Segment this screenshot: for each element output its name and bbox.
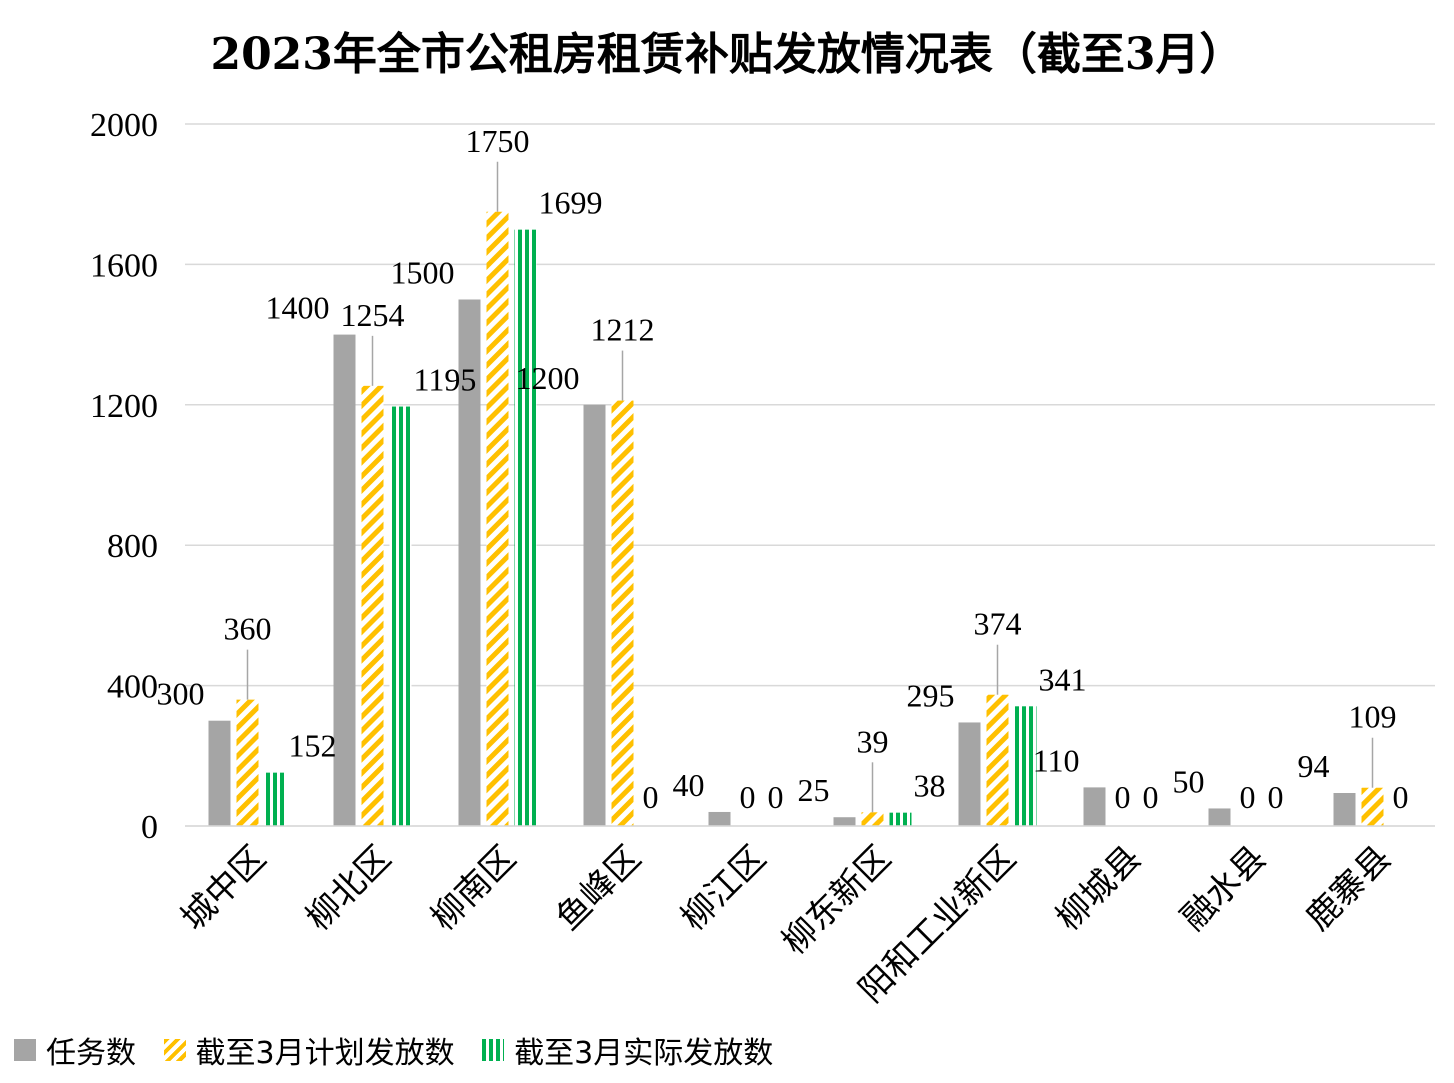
bar-planned [1361,787,1384,826]
y-tick-label: 800 [107,528,158,565]
data-label-task: 40 [673,767,705,803]
data-label-task: 1500 [391,255,455,291]
x-tick-label: 柳南区 [423,838,523,938]
data-label-actual: 0 [1393,779,1409,815]
y-tick-label: 1600 [90,247,158,284]
data-label-actual: 0 [768,779,784,815]
data-label-planned: 0 [1240,779,1256,815]
bar-actual [514,229,537,826]
data-label-actual: 0 [1268,779,1284,815]
legend-item-task: 任务数 [14,1028,136,1072]
bar-planned [861,812,884,826]
x-tick-label: 柳北区 [298,838,398,938]
bar-task [333,334,356,826]
bar-task [958,722,981,826]
data-label-task: 295 [907,677,955,713]
legend-item-actual: 截至3月实际发放数 [482,1028,773,1072]
data-label-actual: 1195 [414,362,477,398]
legend-label-actual: 截至3月实际发放数 [514,1036,774,1071]
data-label-planned: 109 [1349,699,1397,735]
x-tick-label: 鹿寨县 [1298,838,1398,938]
y-tick-label: 1200 [90,388,158,425]
data-label-planned: 1750 [466,123,530,159]
data-label-planned: 374 [974,606,1022,642]
data-label-task: 25 [798,772,830,808]
x-tick-label: 融水县 [1173,838,1273,938]
bar-task [708,811,731,826]
legend-label-planned: 截至3月计划发放数 [195,1036,455,1071]
bar-task [833,817,856,826]
data-label-task: 50 [1173,763,1205,799]
data-label-task: 94 [1298,748,1330,784]
y-tick-label: 2000 [90,107,158,144]
data-label-task: 1400 [266,290,330,326]
legend-swatch-planned [163,1039,186,1061]
bar-task [583,404,606,826]
data-label-actual: 1699 [539,185,603,221]
bar-planned [361,385,384,826]
legend-item-planned: 截至3月计划发放数 [163,1028,455,1072]
data-label-actual: 0 [1143,779,1159,815]
data-label-actual: 38 [914,768,946,804]
data-label-task: 1200 [516,360,580,396]
data-label-task: 110 [1033,742,1080,778]
y-tick-label: 400 [107,669,158,706]
bar-task [458,299,481,826]
chart-title: 2023年全市公租房租赁补贴发放情况表（截至3月） [210,29,1244,80]
x-tick-label: 柳城县 [1048,838,1148,938]
bar-planned [611,400,634,826]
legend-swatch-task [14,1039,36,1061]
bar-task [1083,787,1106,826]
data-label-actual: 341 [1039,661,1087,697]
legend-label-task: 任务数 [46,1036,136,1071]
data-label-planned: 0 [740,779,756,815]
x-tick-label: 鱼峰区 [548,838,648,938]
y-axis: 0 400 800 1200 1600 2000 [90,107,158,846]
x-tick-label: 城中区 [173,838,273,938]
data-label-planned: 1254 [341,297,405,333]
data-label-actual: 152 [289,728,337,764]
data-label-actual: 0 [643,779,659,815]
bar-actual [389,406,412,826]
data-label-planned: 39 [857,723,889,759]
bar-planned [986,694,1009,826]
data-label-task: 300 [157,676,205,712]
data-label-planned: 0 [1115,779,1131,815]
bar-task [208,720,231,826]
bar-planned [486,211,509,826]
bars [208,211,1384,826]
legend: 任务数 截至3月计划发放数 截至3月实际发放数 [14,1028,791,1072]
y-tick-label: 0 [141,809,158,846]
bar-task [1333,793,1356,826]
data-label-planned: 1212 [591,312,655,348]
x-tick-label: 柳江区 [673,838,773,938]
data-label-planned: 360 [224,611,272,647]
bar-actual [264,772,287,826]
bar-actual [1014,706,1037,826]
legend-swatch-actual [482,1039,505,1061]
x-tick-label: 柳东新区 [774,838,898,962]
bar-planned [236,699,259,826]
bar-actual [889,812,912,826]
bar-task [1208,808,1231,826]
